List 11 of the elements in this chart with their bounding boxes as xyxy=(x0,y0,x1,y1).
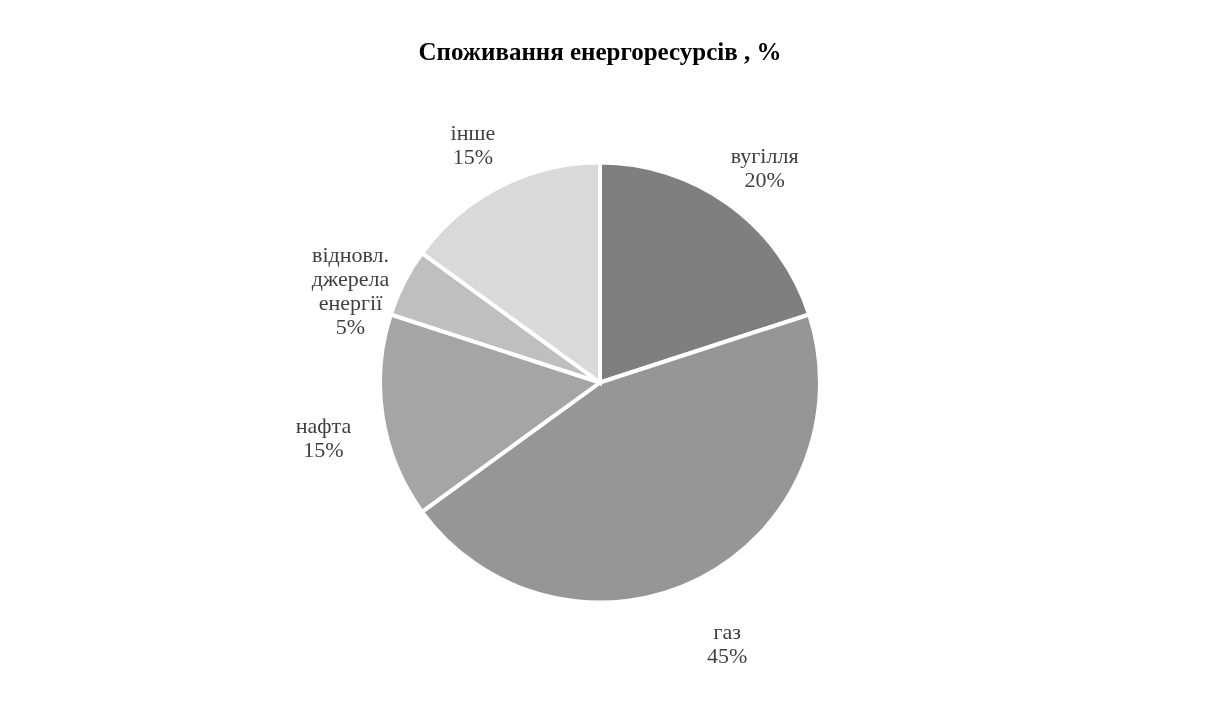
slice-label: вугілля xyxy=(730,142,799,168)
slice-label: нафта xyxy=(295,413,352,439)
slice-label: інше xyxy=(450,120,496,146)
slice-label: відновл. джерела енергії xyxy=(311,242,390,316)
slice-label: газ xyxy=(713,618,741,644)
data-label: 15% xyxy=(303,437,344,463)
data-label: 20% xyxy=(744,166,785,192)
data-label: 15% xyxy=(452,144,494,170)
chart-title: Споживання енергоресурсів , % xyxy=(418,38,782,65)
data-label: 5% xyxy=(335,314,366,340)
data-label: 45% xyxy=(706,642,748,668)
